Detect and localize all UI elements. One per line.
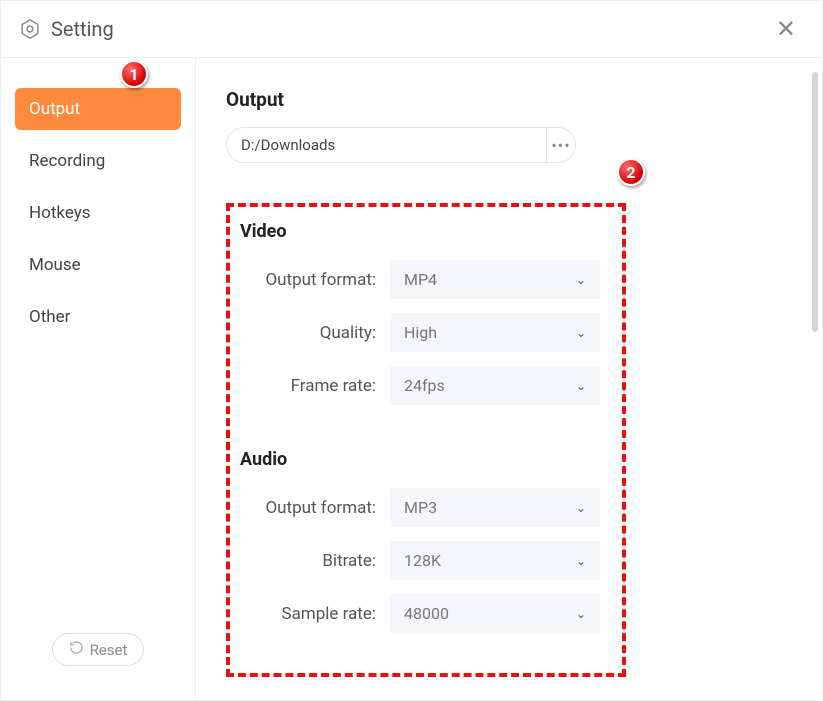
video-framerate-value: 24fps	[404, 376, 445, 395]
video-output-format-row: Output format: MP4 ⌄	[236, 260, 604, 299]
section-title-video: Video	[240, 221, 604, 242]
reset-icon	[69, 640, 84, 659]
section-title-audio: Audio	[240, 449, 604, 470]
audio-output-format-label: Output format:	[236, 498, 376, 518]
video-quality-select[interactable]: High ⌄	[390, 313, 600, 352]
video-framerate-label: Frame rate:	[236, 376, 376, 396]
window-title: Setting	[51, 17, 114, 41]
annotation-badge-2: 2	[617, 158, 645, 186]
sidebar-item-hotkeys[interactable]: Hotkeys	[15, 192, 181, 234]
reset-label: Reset	[90, 641, 128, 659]
chevron-down-icon: ⌄	[576, 554, 586, 568]
audio-samplerate-value: 48000	[404, 604, 449, 623]
chevron-down-icon: ⌄	[576, 273, 586, 287]
audio-output-format-value: MP3	[404, 498, 437, 517]
scrollbar-thumb[interactable]	[812, 72, 818, 332]
section-title-output: Output	[226, 88, 792, 111]
audio-bitrate-value: 128K	[404, 551, 441, 570]
body: Output Recording Hotkeys Mouse Other Res…	[1, 58, 822, 700]
audio-samplerate-select[interactable]: 48000 ⌄	[390, 594, 600, 633]
video-framerate-row: Frame rate: 24fps ⌄	[236, 366, 604, 405]
sidebar-item-output[interactable]: Output	[15, 88, 181, 130]
spacer	[236, 419, 604, 449]
video-quality-label: Quality:	[236, 323, 376, 343]
chevron-down-icon: ⌄	[576, 607, 586, 621]
video-output-format-value: MP4	[404, 270, 437, 289]
chevron-down-icon: ⌄	[576, 501, 586, 515]
audio-bitrate-select[interactable]: 128K ⌄	[390, 541, 600, 580]
video-quality-row: Quality: High ⌄	[236, 313, 604, 352]
titlebar: Setting ✕	[1, 1, 822, 58]
sidebar-item-recording[interactable]: Recording	[15, 140, 181, 182]
sidebar: Output Recording Hotkeys Mouse Other Res…	[1, 58, 196, 700]
audio-samplerate-label: Sample rate:	[236, 604, 376, 624]
video-output-format-label: Output format:	[236, 270, 376, 290]
audio-bitrate-row: Bitrate: 128K ⌄	[236, 541, 604, 580]
highlight-box: Video Output format: MP4 ⌄ Quality: High…	[226, 203, 626, 677]
video-output-format-select[interactable]: MP4 ⌄	[390, 260, 600, 299]
reset-button[interactable]: Reset	[52, 633, 145, 666]
output-path-input[interactable]: D:/Downloads	[226, 127, 546, 163]
gear-icon	[19, 18, 41, 40]
sidebar-nav: Output Recording Hotkeys Mouse Other	[15, 88, 181, 348]
chevron-down-icon: ⌄	[576, 326, 586, 340]
audio-bitrate-label: Bitrate:	[236, 551, 376, 571]
close-button[interactable]: ✕	[768, 11, 804, 47]
sidebar-item-mouse[interactable]: Mouse	[15, 244, 181, 286]
audio-output-format-select[interactable]: MP3 ⌄	[390, 488, 600, 527]
sidebar-item-other[interactable]: Other	[15, 296, 181, 338]
audio-samplerate-row: Sample rate: 48000 ⌄	[236, 594, 604, 633]
video-quality-value: High	[404, 323, 437, 342]
settings-window: Setting ✕ Output Recording Hotkeys Mouse…	[0, 0, 823, 701]
main-panel: Output D:/Downloads ••• Video Output for…	[196, 58, 822, 700]
audio-output-format-row: Output format: MP3 ⌄	[236, 488, 604, 527]
chevron-down-icon: ⌄	[576, 379, 586, 393]
output-path-row: D:/Downloads •••	[226, 127, 792, 163]
annotation-badge-1: 1	[120, 60, 148, 88]
ellipsis-icon: •••	[551, 136, 570, 155]
video-framerate-select[interactable]: 24fps ⌄	[390, 366, 600, 405]
close-icon: ✕	[776, 15, 796, 43]
output-path-browse-button[interactable]: •••	[546, 127, 576, 163]
titlebar-left: Setting	[19, 17, 114, 41]
